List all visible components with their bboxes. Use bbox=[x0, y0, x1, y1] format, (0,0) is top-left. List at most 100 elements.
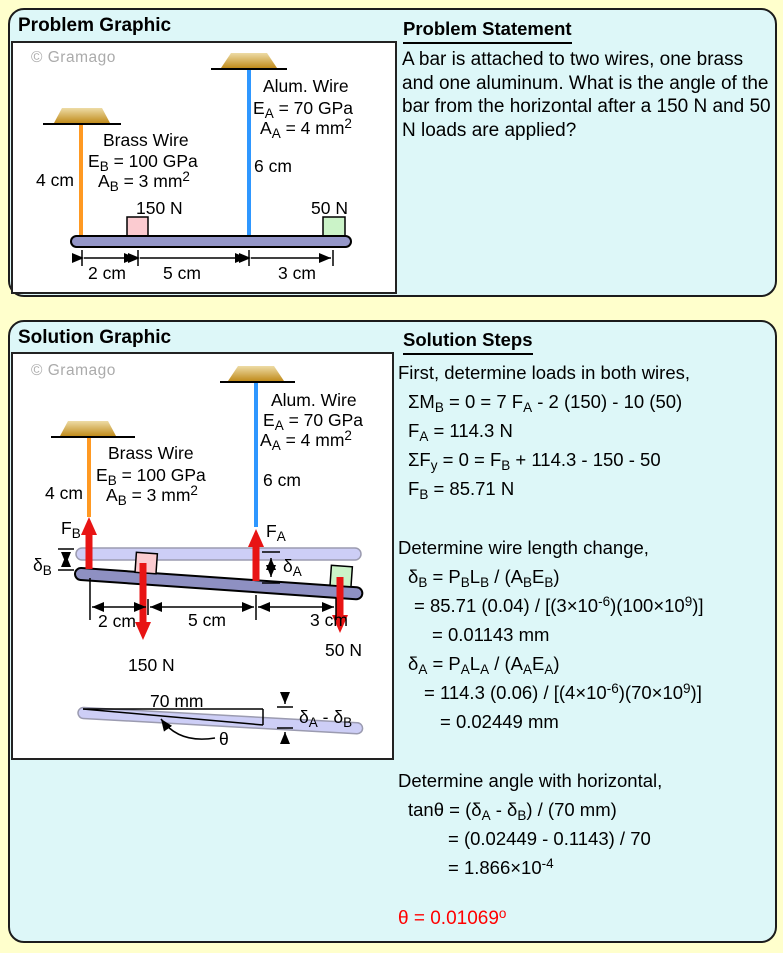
text-segment: = 0.02449 mm bbox=[440, 711, 559, 732]
text-segment: δ bbox=[33, 555, 43, 575]
alum-area-label: AA = 4 mm2 bbox=[260, 117, 352, 141]
superscript: o bbox=[498, 906, 507, 921]
solution-step-line: δB = PBLB / (ABEB) bbox=[398, 562, 776, 591]
problem-statement-title: Problem Statement bbox=[403, 18, 572, 44]
text-segment: δ bbox=[408, 653, 419, 674]
subscript: B bbox=[501, 458, 511, 473]
watermark: © Gramago bbox=[31, 49, 116, 66]
load-50-label: 50 N bbox=[311, 198, 348, 218]
load-50-label: 50 N bbox=[325, 640, 362, 660]
solution-step-line: ΣMB = 0 = 7 FA - 2 (150) - 10 (50) bbox=[398, 387, 776, 416]
text-segment: ) bbox=[553, 566, 560, 587]
problem-panel: Problem Graphic bbox=[8, 8, 777, 297]
force-fa-arrow bbox=[248, 529, 264, 581]
text-segment: = 0 = F bbox=[437, 449, 502, 470]
subscript: B bbox=[109, 179, 119, 194]
subscript: A bbox=[274, 418, 284, 433]
dim-2cm-label: 2 cm bbox=[98, 611, 136, 631]
text-segment: F bbox=[408, 420, 420, 441]
solution-graphic-title: Solution Graphic bbox=[18, 327, 172, 348]
solution-step-line: δA = PALA / (AAEA) bbox=[398, 649, 776, 678]
subscript: A bbox=[271, 438, 281, 453]
text-segment: ΣM bbox=[408, 391, 435, 412]
text-segment: = 114.3 N bbox=[428, 420, 513, 441]
length-70mm-label: 70 mm bbox=[150, 691, 204, 711]
text-segment: = 100 GPa bbox=[116, 465, 206, 485]
load-block-50 bbox=[322, 216, 346, 237]
text-segment: )] bbox=[692, 595, 704, 616]
dim-3cm-label: 3 cm bbox=[278, 263, 316, 283]
alum-support bbox=[211, 53, 287, 70]
subscript: A bbox=[308, 715, 318, 730]
bar-original bbox=[75, 547, 362, 561]
text-segment: = 0 = 7 F bbox=[443, 391, 524, 412]
subscript: A bbox=[271, 126, 281, 141]
subscript: B bbox=[460, 575, 470, 590]
solution-diagram bbox=[51, 366, 364, 744]
alum-length-label: 6 cm bbox=[254, 156, 292, 176]
superscript: -4 bbox=[541, 856, 554, 871]
delta-diff-label: δA - δB bbox=[299, 707, 353, 730]
solution-step-line: tanθ = (δA - δB) / (70 mm) bbox=[398, 795, 776, 824]
solution-step-line: ΣFy = 0 = FB + 114.3 - 150 - 50 bbox=[398, 445, 776, 474]
subscript: A bbox=[460, 662, 470, 677]
solution-step-line: FA = 114.3 N bbox=[398, 416, 776, 445]
brass-wire-label: Brass Wire bbox=[108, 443, 194, 463]
solution-step-line: First, determine loads in both wires, bbox=[398, 358, 776, 387]
text-segment: ΣF bbox=[408, 449, 431, 470]
problem-diagram bbox=[43, 53, 352, 266]
text-segment: L bbox=[469, 566, 481, 587]
load-150-arrow bbox=[135, 563, 151, 640]
subscript: B bbox=[419, 487, 429, 502]
subscript: A bbox=[276, 529, 286, 544]
text-segment: - 2 (150) - 10 (50) bbox=[532, 391, 683, 412]
dimension-lines bbox=[89, 578, 337, 620]
solution-step-line: = 114.3 (0.06) / [(4×10-6)(70×109)] bbox=[398, 678, 776, 707]
subscript: A bbox=[418, 662, 428, 677]
subscript: B bbox=[99, 159, 109, 174]
text-segment: ) bbox=[553, 653, 560, 674]
text-segment: = 0.01143 mm bbox=[432, 624, 550, 645]
delta-b-dimension bbox=[58, 548, 74, 571]
force-fb-arrow bbox=[81, 517, 97, 569]
load-150-label: 150 N bbox=[136, 198, 183, 218]
subscript: B bbox=[418, 575, 428, 590]
solution-step-line: = 1.866×10-4 bbox=[398, 853, 776, 882]
subscript: B bbox=[107, 473, 117, 488]
subscript: B bbox=[343, 715, 353, 730]
dim-2cm-label: 2 cm bbox=[88, 263, 126, 283]
load-block-150 bbox=[126, 216, 149, 237]
subscript: A bbox=[481, 808, 491, 823]
brass-support bbox=[51, 421, 135, 438]
subscript: B bbox=[71, 526, 81, 541]
force-fb-label: FB bbox=[61, 518, 81, 541]
text-segment: )] bbox=[690, 682, 702, 703]
solution-panel: Solution Graphic bbox=[8, 320, 777, 943]
subscript: y bbox=[430, 458, 438, 473]
superscript: -6 bbox=[606, 681, 619, 696]
dim-5cm-label: 5 cm bbox=[188, 610, 226, 630]
superscript: 2 bbox=[182, 169, 190, 184]
subscript: A bbox=[523, 400, 533, 415]
text-segment: - δ bbox=[490, 799, 518, 820]
text-segment: = P bbox=[427, 653, 461, 674]
text-segment: E bbox=[532, 566, 545, 587]
subscript: B bbox=[480, 575, 490, 590]
alum-length-label: 6 cm bbox=[263, 470, 301, 490]
solution-steps-title: Solution Steps bbox=[403, 329, 533, 355]
text-segment: F bbox=[61, 518, 72, 538]
brass-length-label: 4 cm bbox=[45, 483, 83, 503]
text-segment: = 85.71 N bbox=[428, 478, 515, 499]
text-segment: + 114.3 - 150 - 50 bbox=[510, 449, 661, 470]
text-segment: )(100×10 bbox=[610, 595, 685, 616]
solution-step-line: = 0.01143 mm bbox=[398, 620, 776, 649]
text-segment: δ bbox=[299, 707, 309, 727]
delta-b-label: δB bbox=[33, 555, 52, 577]
text-segment: E bbox=[253, 98, 265, 118]
text-segment: E bbox=[88, 151, 100, 171]
text-segment: Determine wire length change, bbox=[398, 537, 649, 558]
text-segment: = 100 GPa bbox=[108, 151, 198, 171]
alum-modulus-label: EA = 70 GPa bbox=[253, 98, 353, 120]
brass-wire-label: Brass Wire bbox=[103, 130, 189, 150]
alum-support bbox=[220, 366, 295, 383]
